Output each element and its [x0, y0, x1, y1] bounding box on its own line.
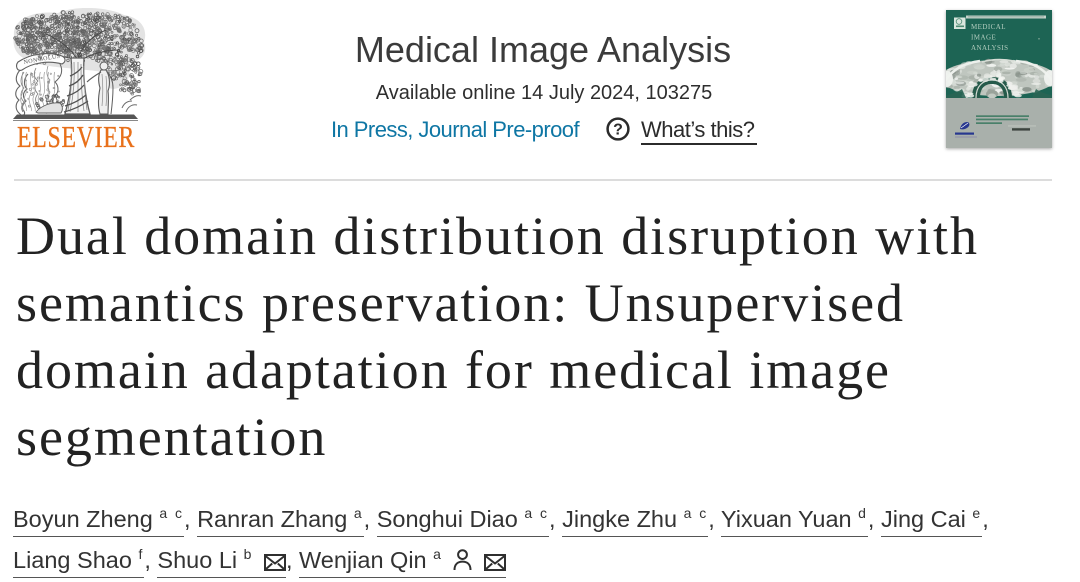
svg-text:MEDICAL: MEDICAL [971, 23, 1006, 31]
svg-text:?: ? [613, 122, 623, 139]
svg-text:ANALYSIS: ANALYSIS [971, 44, 1009, 52]
svg-text:IMAGE: IMAGE [971, 34, 996, 42]
